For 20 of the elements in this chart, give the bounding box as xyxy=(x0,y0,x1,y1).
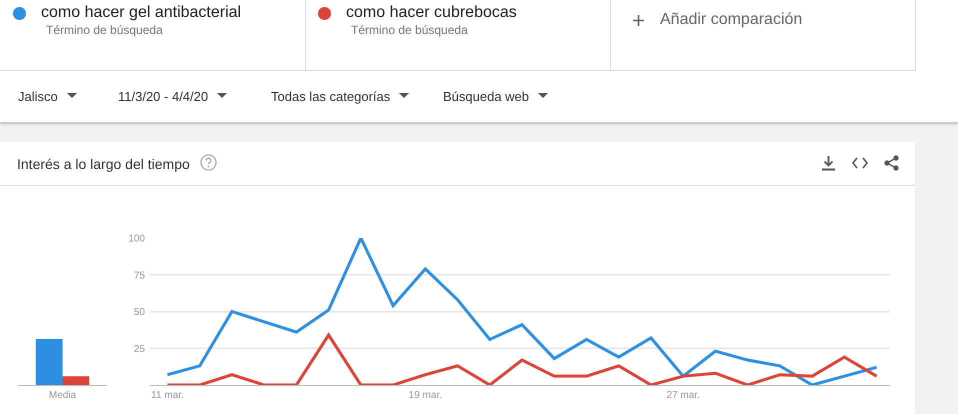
chart-title: Interés a lo largo del tiempo xyxy=(17,156,190,172)
line-series xyxy=(166,238,878,385)
x-tick-label: Media xyxy=(48,390,77,401)
text: Añadir comparación xyxy=(660,11,802,29)
x-tick-label: 11 mar. xyxy=(151,390,184,401)
line-series xyxy=(166,334,878,385)
text: Todas las categorías xyxy=(271,89,390,104)
legend-label: como hacer cubrebocas xyxy=(346,4,517,21)
y-tick-label: 75 xyxy=(134,270,146,282)
text: 11/3/20 - 4/4/20 xyxy=(118,89,208,104)
legend-label: como hacer gel antibacterial xyxy=(41,4,242,21)
text: Término de búsqueda xyxy=(46,23,163,37)
text: Búsqueda web xyxy=(443,89,530,104)
y-tick-label: 25 xyxy=(134,344,146,355)
y-tick-label: 50 xyxy=(134,307,146,318)
x-tick-label: 19 mar. xyxy=(408,390,442,401)
y-tick-label: 100 xyxy=(128,234,146,244)
text: Término de búsqueda xyxy=(351,23,468,37)
x-tick-label: 27 mar. xyxy=(666,390,700,401)
text: Jalisco xyxy=(18,89,58,104)
